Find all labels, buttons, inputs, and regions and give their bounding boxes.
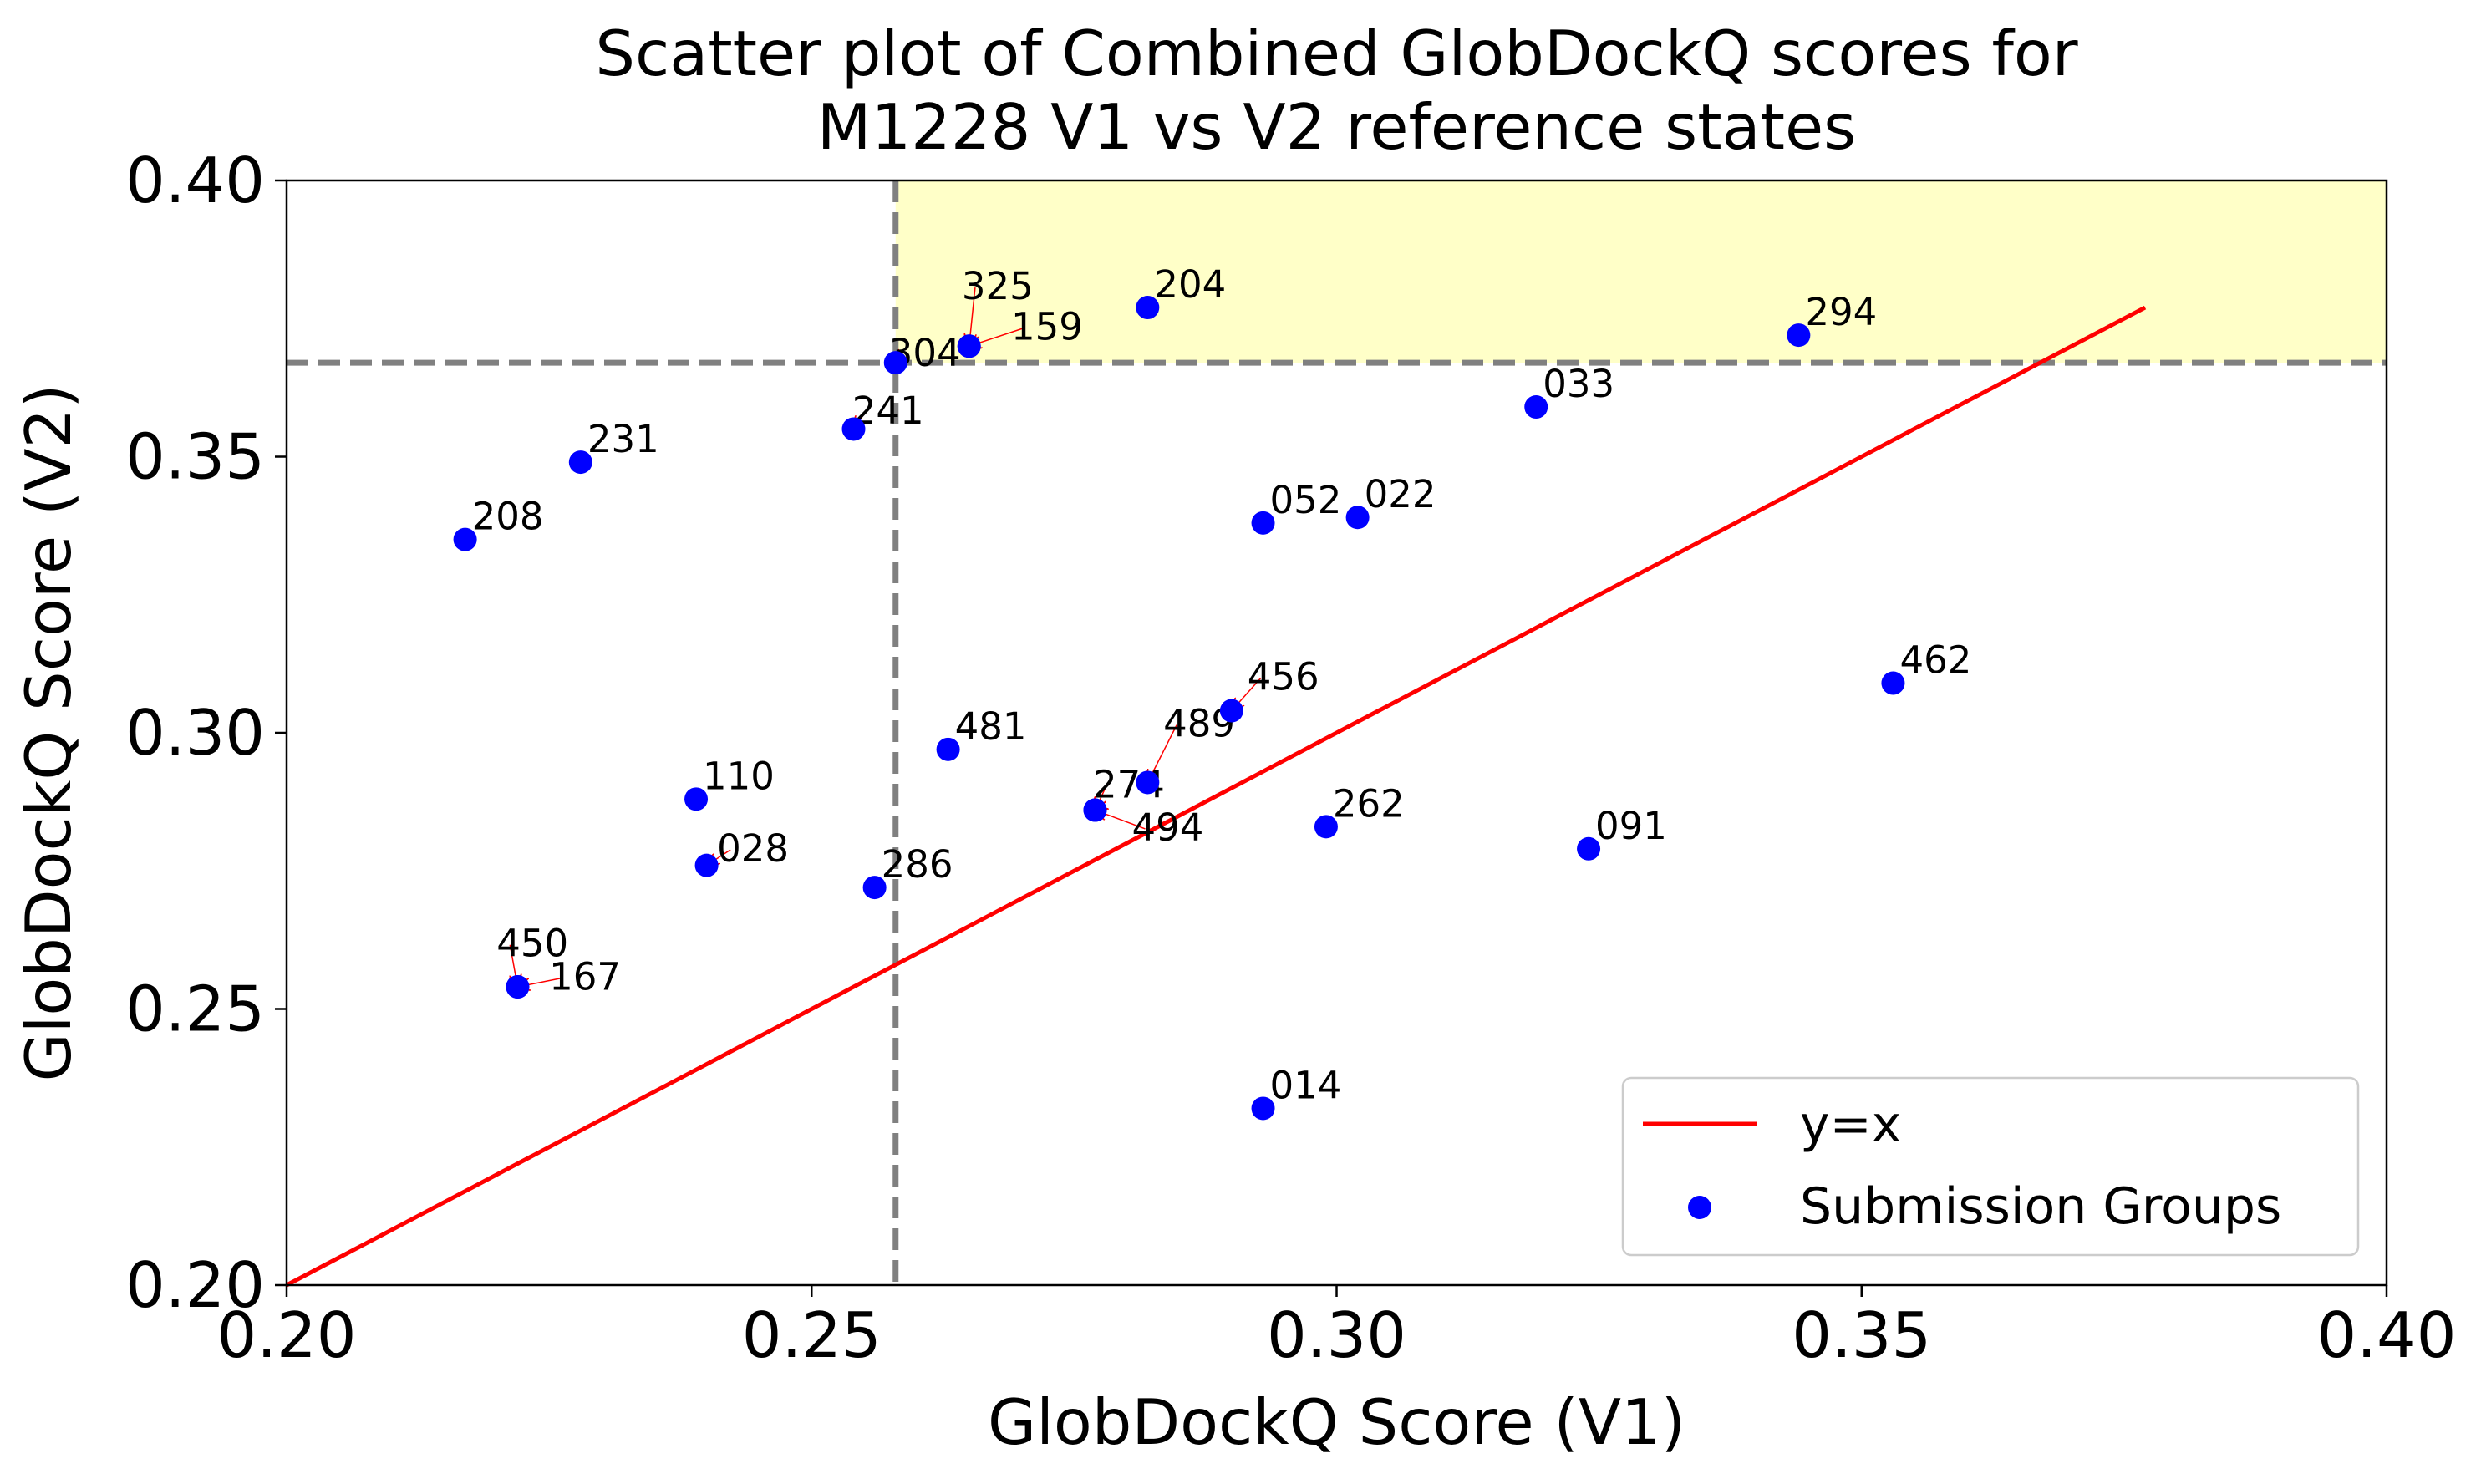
point-label-204: 204: [1154, 262, 1226, 307]
point-label-325: 325: [962, 264, 1034, 308]
data-point-304: [883, 351, 907, 375]
data-points: [453, 296, 1905, 1121]
point-label-494: 494: [1131, 806, 1203, 850]
legend-box: [1621, 1076, 2360, 1257]
point-label-481: 481: [955, 704, 1027, 749]
legend-label: Submission Groups: [1800, 1177, 2281, 1236]
point-label-052: 052: [1270, 478, 1342, 522]
highlight-region: [895, 180, 2387, 363]
x-tick-label: 0.25: [742, 1298, 882, 1372]
data-point-241: [841, 417, 866, 441]
data-point-028: [694, 853, 719, 877]
point-label-022: 022: [1365, 472, 1436, 516]
point-label-091: 091: [1595, 804, 1667, 848]
x-tick-label: 0.20: [217, 1298, 357, 1372]
legend: y=x Submission Groups: [1621, 1076, 2360, 1257]
y-tick-label: 0.30: [125, 696, 265, 770]
chart-title-line: Scatter plot of Combined GlobDockQ score…: [595, 17, 2077, 90]
point-label-462: 462: [1899, 638, 1971, 683]
point-label-262: 262: [1333, 781, 1405, 826]
data-point-159: [957, 334, 981, 358]
legend-label: y=x: [1800, 1095, 1901, 1154]
data-point-494: [1083, 798, 1107, 822]
y-tick-label: 0.40: [125, 144, 265, 217]
data-point-456: [1219, 699, 1243, 723]
data-point-286: [862, 876, 887, 900]
point-label-028: 028: [717, 826, 789, 871]
data-point-481: [936, 737, 960, 761]
ticks: 0.20 0.25 0.30 0.35 0.40 0.20 0.25 0.30 0.35 0.40: [125, 144, 2457, 1372]
point-label-014: 014: [1270, 1063, 1342, 1107]
chart-text: Scatter plot of Combined GlobDockQ score…: [12, 17, 2078, 1459]
point-label-456: 456: [1248, 654, 1319, 699]
data-point-110: [684, 787, 709, 811]
data-point-262: [1314, 815, 1338, 839]
x-tick-label: 0.40: [2317, 1298, 2457, 1372]
chart-title: Scatter plot of Combined GlobDockQ score…: [595, 17, 2077, 164]
data-point-033: [1524, 395, 1548, 419]
diagonal-line: [285, 305, 2147, 1288]
data-point-294: [1787, 323, 1811, 348]
chart-title-line: M1228 V1 vs V2 reference states: [817, 90, 1856, 164]
data-point-462: [1881, 671, 1905, 695]
y-tick-label: 0.20: [125, 1248, 265, 1322]
point-label-110: 110: [703, 754, 775, 798]
x-tick-label: 0.35: [1792, 1298, 1931, 1372]
point-label-286: 286: [882, 842, 953, 887]
legend-marker-swatch: [1688, 1196, 1711, 1219]
x-axis-label: GlobDockQ Score (V1): [988, 1385, 1685, 1459]
x-tick-label: 0.30: [1267, 1298, 1406, 1372]
data-point-204: [1136, 296, 1160, 320]
data-point-208: [453, 527, 477, 551]
point-label-294: 294: [1805, 290, 1877, 334]
point-label-159: 159: [1011, 304, 1083, 348]
data-point-091: [1577, 836, 1601, 861]
point-label-231: 231: [587, 417, 659, 461]
y-tick-label: 0.35: [125, 420, 265, 494]
data-point-052: [1251, 511, 1275, 535]
point-label-167: 167: [549, 954, 621, 999]
point-label-450: 450: [496, 922, 568, 966]
data-point-014: [1251, 1096, 1275, 1121]
data-point-231: [568, 450, 592, 475]
point-label-208: 208: [472, 495, 544, 539]
y-axis-label: GlobDockQ Score (V2): [12, 384, 85, 1081]
point-label-033: 033: [1543, 362, 1614, 406]
data-point-022: [1345, 506, 1370, 530]
data-point-167: [506, 975, 530, 999]
data-point-489: [1136, 770, 1160, 795]
y-tick-label: 0.25: [125, 973, 265, 1046]
